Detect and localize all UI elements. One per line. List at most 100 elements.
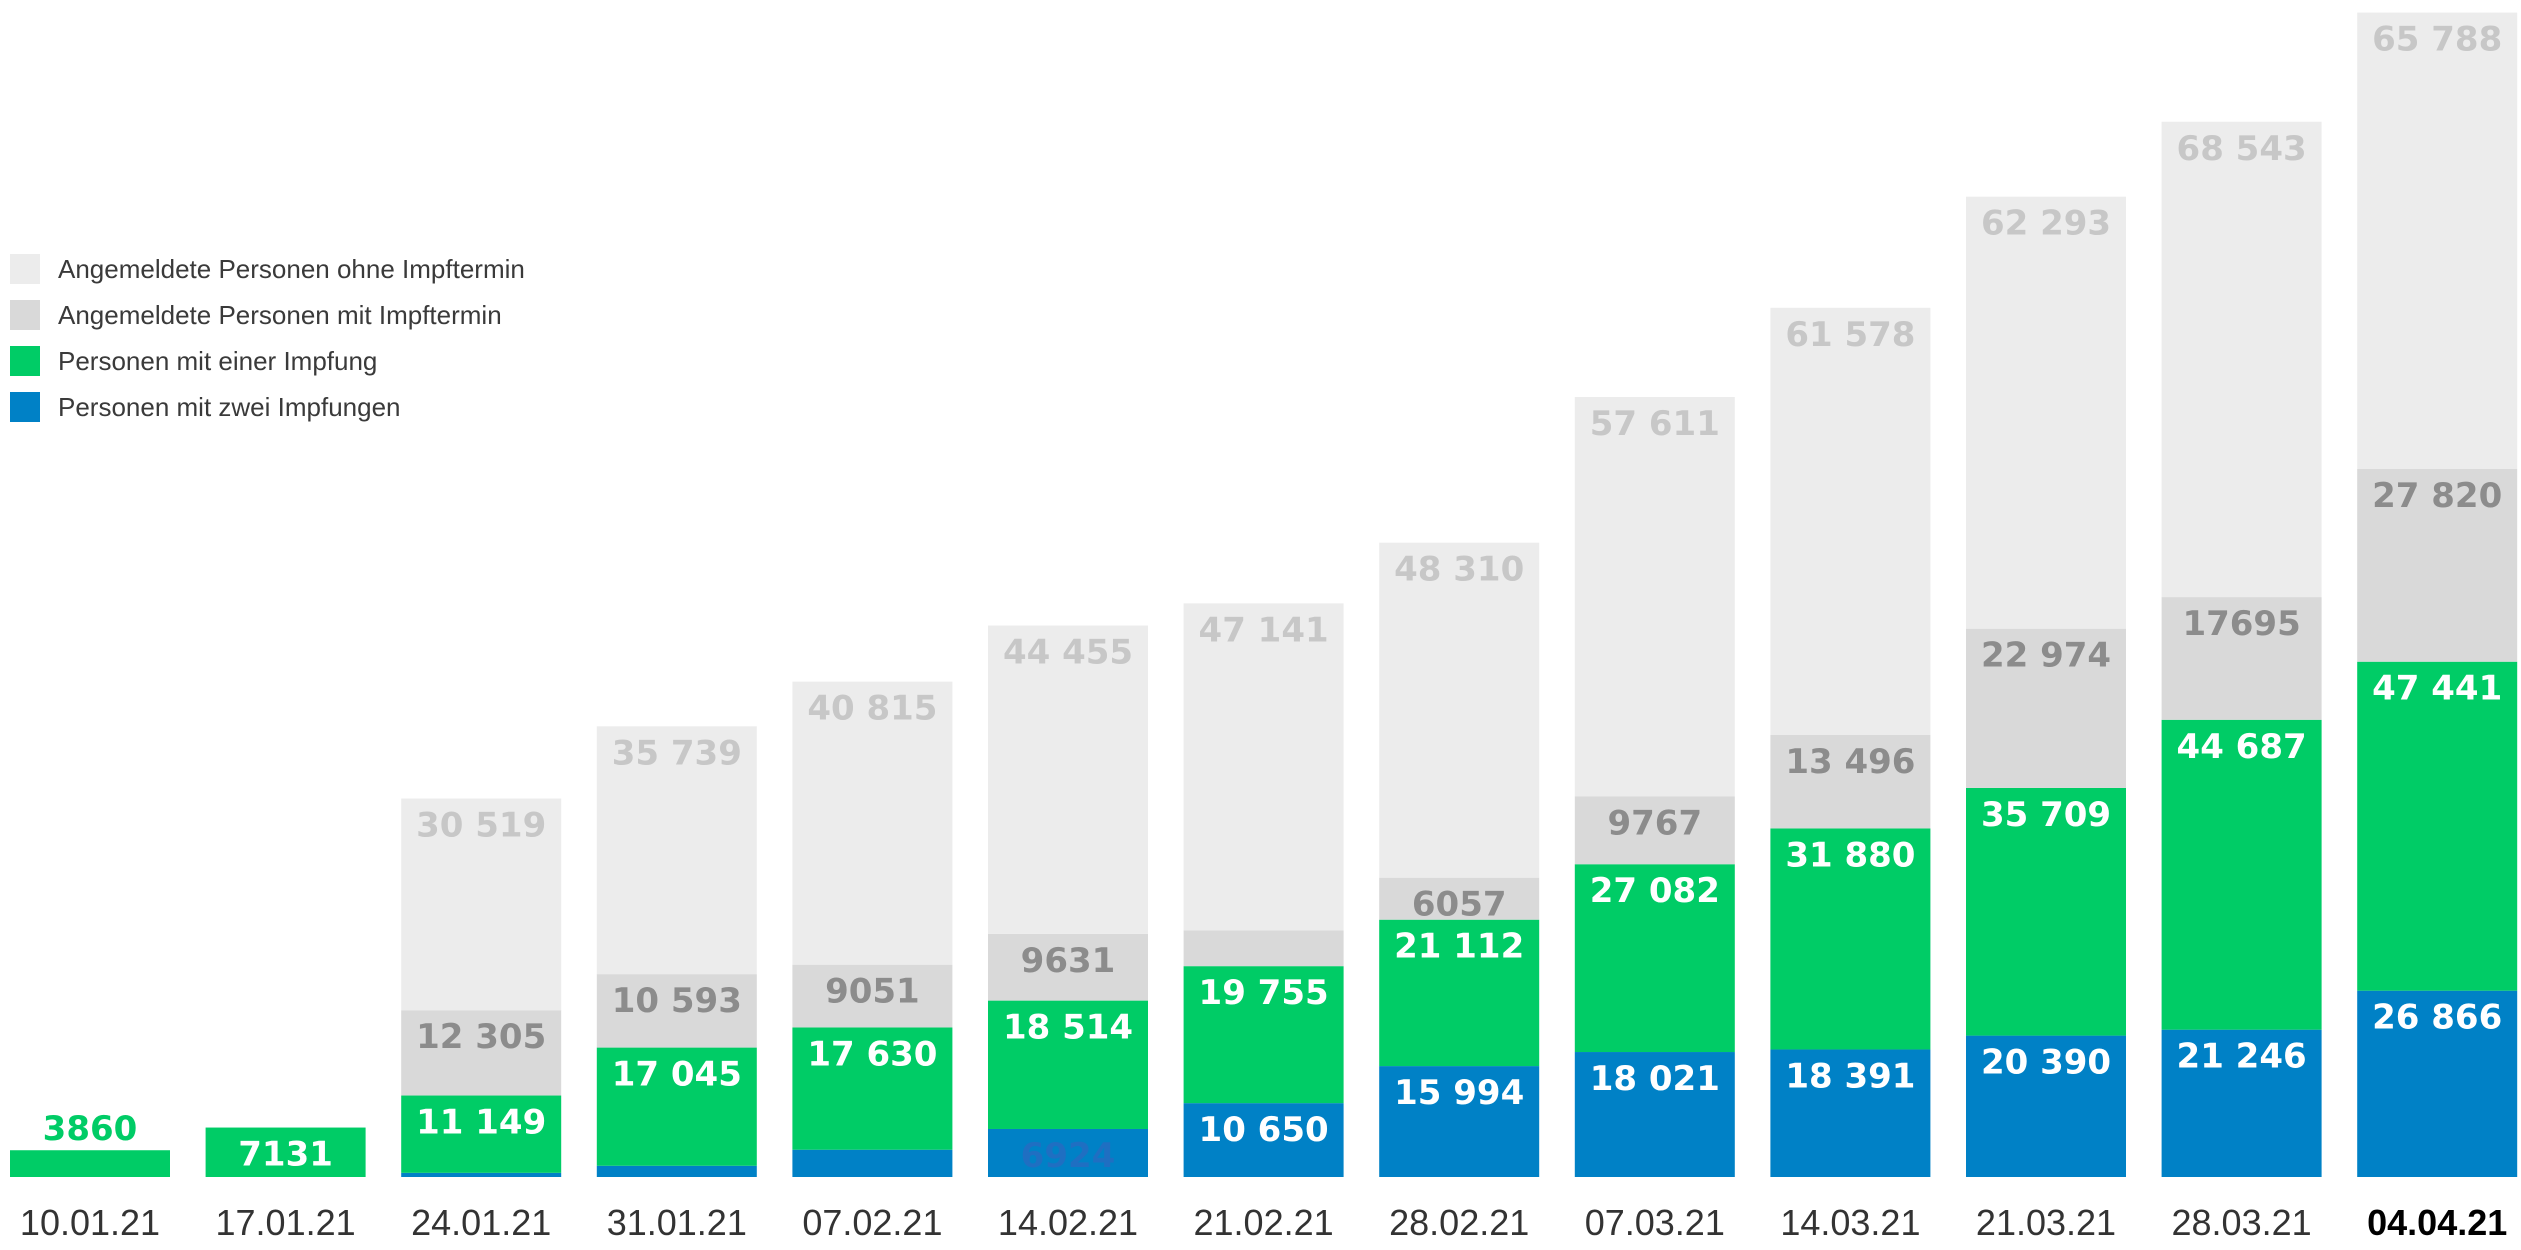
data-label-17.01.21-s1: 7131 — [238, 1135, 333, 1175]
x-tick-label-07.02.21: 07.02.21 — [802, 1202, 942, 1243]
bar-segment-21.02.21-s2 — [1183, 930, 1344, 967]
data-label-28.03.21-s0: 21 246 — [2177, 1037, 2307, 1077]
bar-segment-04.04.21-s2 — [2357, 468, 2518, 662]
data-label-24.01.21-s3: 30 519 — [416, 806, 546, 846]
bar-segment-21.02.21-s0 — [1183, 1103, 1344, 1177]
bar-segment-17.01.21-s1 — [205, 1127, 366, 1177]
legend-swatch — [10, 346, 40, 376]
data-label-04.04.21-s0: 26 866 — [2372, 998, 2502, 1038]
data-label-07.03.21-s1: 27 082 — [1590, 871, 1720, 911]
bar-segment-07.02.21-s0 — [792, 1149, 953, 1177]
bar-segment-31.01.21-s0 — [596, 1165, 757, 1177]
x-tick-label-28.03.21: 28.03.21 — [2172, 1202, 2312, 1243]
bar-segment-04.04.21-s0 — [2357, 990, 2518, 1177]
bar-segment-21.03.21-s1 — [1966, 787, 2126, 1036]
data-label-28.02.21-s3: 48 310 — [1394, 550, 1524, 590]
data-label-24.01.21-s2: 12 305 — [416, 1017, 546, 1057]
x-tick-label-07.03.21: 07.03.21 — [1585, 1202, 1725, 1243]
data-label-21.02.21-s0: 10 650 — [1199, 1110, 1329, 1150]
data-label-04.04.21-s2: 27 820 — [2372, 476, 2502, 516]
bar-segment-28.02.21-s2 — [1379, 877, 1540, 920]
data-label-07.03.21-s0: 18 021 — [1590, 1059, 1720, 1099]
bar-segment-07.03.21-s1 — [1574, 864, 1735, 1053]
legend-label: Personen mit zwei Impfungen — [58, 391, 401, 422]
bar-segment-07.03.21-s2 — [1574, 796, 1735, 865]
legend-swatch — [10, 392, 40, 422]
bar-segment-28.03.21-s3 — [2161, 121, 2322, 598]
legend-item-eine-impfung: Personen mit einer Impfung — [10, 338, 525, 384]
x-tick-label-21.03.21: 21.03.21 — [1976, 1202, 2116, 1243]
data-label-14.03.21-s0: 18 391 — [1785, 1056, 1915, 1096]
data-label-28.03.21-s3: 68 543 — [2177, 129, 2307, 169]
bar-segment-31.01.21-s1 — [596, 1047, 757, 1166]
legend-label: Personen mit einer Impfung — [58, 345, 378, 376]
bar-segment-14.02.21-s1 — [988, 1000, 1148, 1129]
bar-segment-21.03.21-s3 — [1966, 196, 2126, 629]
bar-segment-24.01.21-s3 — [401, 798, 562, 1011]
data-label-21.03.21-s0: 20 390 — [1981, 1043, 2111, 1083]
bar-segment-14.02.21-s2 — [988, 933, 1148, 1001]
bar-segment-24.01.21-s0 — [401, 1172, 562, 1177]
data-label-21.02.21-s3: 47 141 — [1199, 610, 1329, 650]
data-label-21.03.21-s2: 22 974 — [1981, 636, 2111, 676]
bar-segment-07.02.21-s2 — [792, 964, 953, 1028]
data-label-28.02.21-s0: 15 994 — [1394, 1073, 1524, 1113]
x-tick-label-14.03.21: 14.03.21 — [1780, 1202, 1920, 1243]
data-label-04.04.21-s3: 65 788 — [2372, 20, 2502, 60]
bar-segment-28.02.21-s0 — [1379, 1066, 1540, 1177]
data-label-04.04.21-s1: 47 441 — [2372, 669, 2502, 709]
legend-swatch — [10, 254, 40, 284]
x-tick-label-31.01.21: 31.01.21 — [607, 1202, 747, 1243]
bar-segment-07.02.21-s1 — [792, 1027, 953, 1150]
bar-segment-10.01.21-s1 — [10, 1150, 170, 1177]
bar-segment-28.03.21-s2 — [2161, 597, 2322, 720]
data-label-07.02.21-s2: 9051 — [825, 972, 920, 1012]
data-label-24.01.21-s1: 11 149 — [416, 1103, 546, 1143]
data-label-07.03.21-s3: 57 611 — [1590, 404, 1720, 444]
x-tick-label-10.01.21: 10.01.21 — [20, 1202, 160, 1243]
bar-segment-24.01.21-s1 — [401, 1095, 562, 1173]
data-label-28.02.21-s2: 6057 — [1412, 885, 1507, 925]
data-label-14.02.21-s1: 18 514 — [1003, 1008, 1133, 1048]
data-label-14.02.21-s3: 44 455 — [1003, 633, 1133, 673]
bar-segment-21.02.21-s1 — [1183, 966, 1344, 1104]
x-tick-label-24.01.21: 24.01.21 — [411, 1202, 551, 1243]
bar-segment-14.03.21-s2 — [1770, 734, 1931, 829]
data-label-21.03.21-s1: 35 709 — [1981, 795, 2111, 835]
data-label-14.03.21-s2: 13 496 — [1785, 742, 1915, 782]
bar-segment-14.02.21-s0 — [988, 1128, 1148, 1177]
legend-item-ohne-impftermin: Angemeldete Personen ohne Impftermin — [10, 246, 525, 292]
x-tick-label-04.04.21: 04.04.21 — [2367, 1202, 2507, 1243]
bar-segment-04.04.21-s1 — [2357, 661, 2518, 991]
bar-segment-24.01.21-s2 — [401, 1010, 562, 1096]
data-label-31.01.21-s3: 35 739 — [612, 733, 742, 773]
data-label-31.01.21-s2: 10 593 — [612, 981, 742, 1021]
bar-segment-31.01.21-s3 — [596, 726, 757, 975]
x-tick-label-21.02.21: 21.02.21 — [1194, 1202, 1334, 1243]
chart-legend: Angemeldete Personen ohne Impftermin Ang… — [10, 246, 525, 430]
legend-label: Angemeldete Personen mit Impftermin — [58, 299, 502, 330]
bar-segment-28.03.21-s1 — [2161, 719, 2322, 1030]
data-label-07.03.21-s2: 9767 — [1607, 804, 1702, 844]
x-tick-label-14.02.21: 14.02.21 — [998, 1202, 1138, 1243]
bar-segment-14.02.21-s3 — [988, 625, 1148, 934]
legend-swatch — [10, 300, 40, 330]
legend-item-zwei-impfungen: Personen mit zwei Impfungen — [10, 384, 525, 430]
data-label-14.03.21-s3: 61 578 — [1785, 315, 1915, 355]
data-label-28.03.21-s2: 17695 — [2182, 604, 2300, 644]
x-tick-label-28.02.21: 28.02.21 — [1389, 1202, 1529, 1243]
bar-segment-07.03.21-s3 — [1574, 396, 1735, 797]
bar-segment-07.02.21-s3 — [792, 681, 953, 965]
x-tick-label-17.01.21: 17.01.21 — [216, 1202, 356, 1243]
bar-segment-14.03.21-s0 — [1770, 1049, 1931, 1177]
bar-segment-07.03.21-s0 — [1574, 1052, 1735, 1177]
data-label-14.02.21-s0: 6924 — [1021, 1136, 1116, 1176]
bar-segment-14.03.21-s3 — [1770, 307, 1931, 735]
data-label-14.02.21-s2: 9631 — [1021, 941, 1116, 981]
data-label-14.03.21-s1: 31 880 — [1785, 835, 1915, 875]
bar-segment-28.02.21-s1 — [1379, 919, 1540, 1067]
legend-label: Angemeldete Personen ohne Impftermin — [58, 253, 525, 284]
data-label-21.03.21-s3: 62 293 — [1981, 204, 2111, 244]
